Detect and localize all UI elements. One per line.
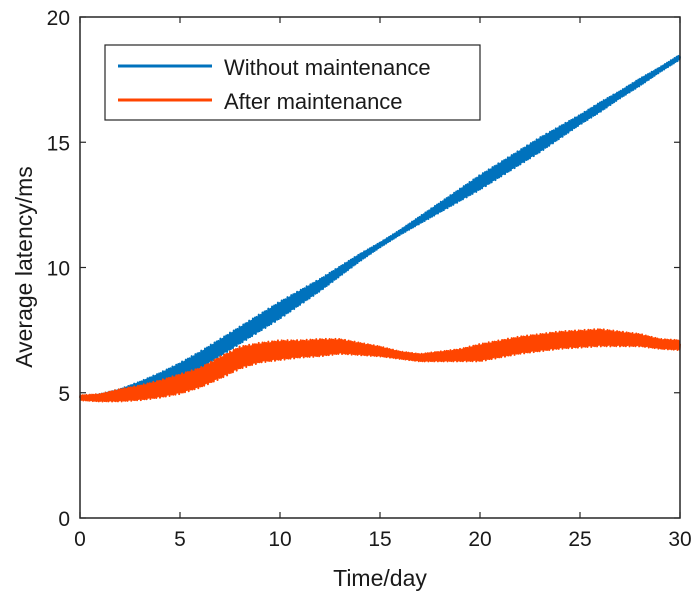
y-tick-label: 5: [58, 383, 70, 406]
x-tick-label: 20: [468, 528, 491, 551]
y-tick-label: 10: [47, 258, 70, 281]
x-axis-label: Time/day: [333, 565, 427, 591]
y-tick-label: 20: [47, 7, 70, 30]
y-tick-label: 0: [58, 508, 70, 531]
x-tick-label: 0: [74, 528, 86, 551]
y-axis-label: Average latency/ms: [11, 166, 37, 368]
legend: Without maintenance After maintenance: [104, 44, 481, 121]
legend-box: [104, 44, 481, 121]
legend-label-without-maintenance: Without maintenance: [224, 55, 431, 80]
x-tick-label: 5: [174, 528, 186, 551]
series-line-without-maintenance: [79, 54, 681, 401]
x-tick-label: 30: [668, 528, 691, 551]
legend-label-after-maintenance: After maintenance: [224, 89, 403, 114]
series-line-after-maintenance: [79, 328, 681, 403]
x-tick-label: 10: [268, 528, 291, 551]
y-tick-label: 15: [47, 132, 70, 155]
x-tick-label: 15: [368, 528, 391, 551]
x-tick-label: 25: [568, 528, 591, 551]
